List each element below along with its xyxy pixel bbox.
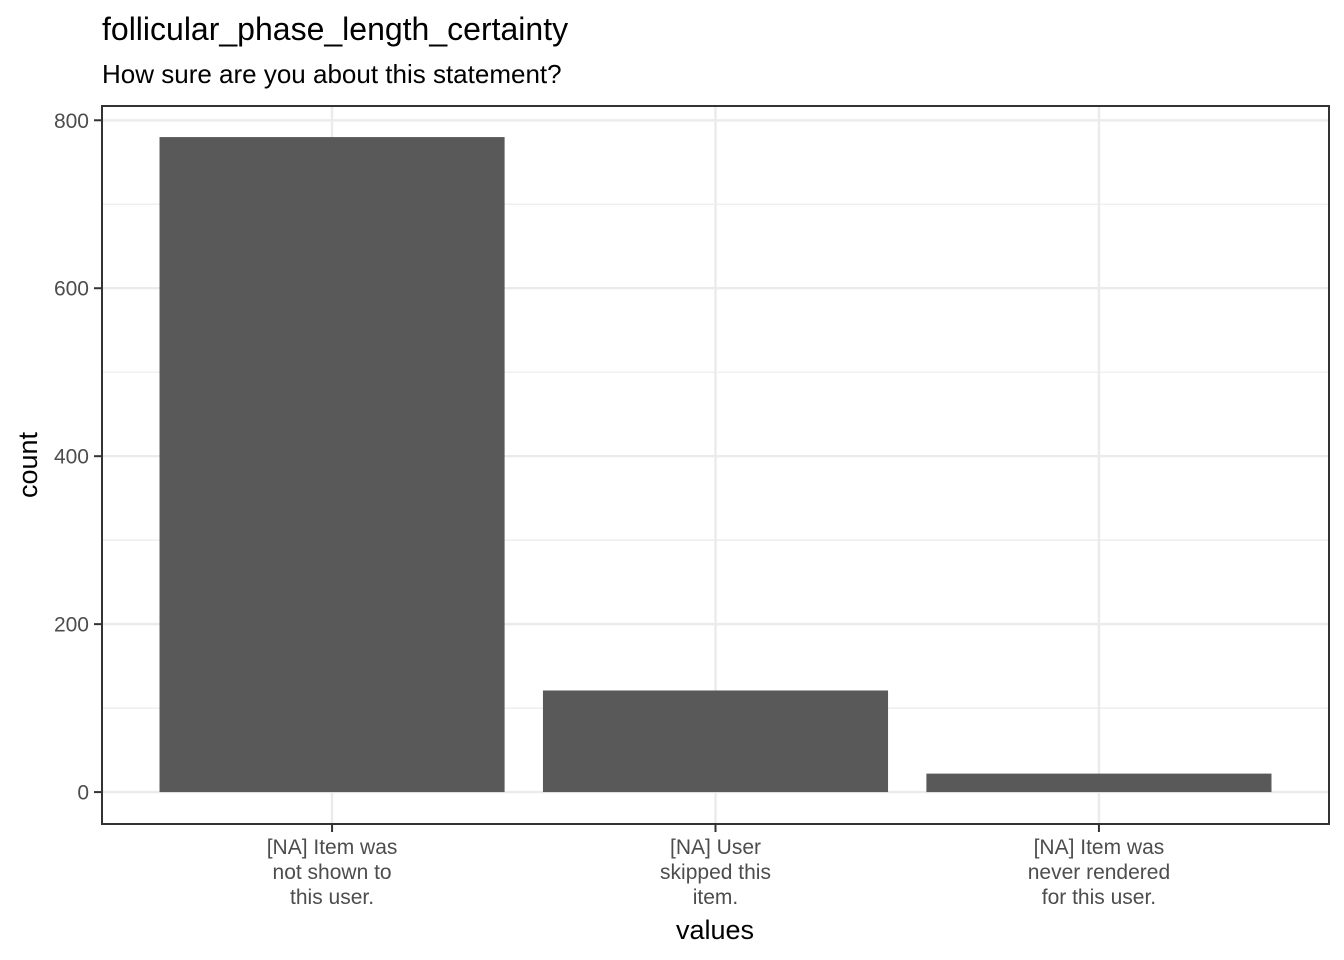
chart-subtitle: How sure are you about this statement? (102, 59, 562, 89)
y-tick-label: 0 (77, 782, 89, 805)
y-tick-label: 400 (54, 446, 89, 469)
x-axis-title: values (676, 915, 754, 945)
y-tick-label: 800 (54, 110, 89, 133)
bar (542, 690, 889, 793)
bar (926, 773, 1272, 793)
y-axis-title: count (13, 431, 43, 498)
bar (159, 137, 505, 793)
chart-title: follicular_phase_length_certainty (102, 11, 568, 47)
y-axis: 0 200 400 600 800 (54, 110, 102, 805)
y-tick-label: 600 (54, 278, 89, 301)
x-axis: [NA] Item was not shown to this user. [NA] … (267, 824, 1170, 909)
y-tick-label: 200 (54, 614, 89, 637)
x-tick-label: [NA] Item was never rendered for this user… (1028, 836, 1170, 909)
bars (159, 137, 1272, 793)
x-tick-label: [NA] Item was not shown to this user. (267, 836, 398, 909)
x-tick-label: [NA] User skipped this item. (660, 836, 771, 909)
